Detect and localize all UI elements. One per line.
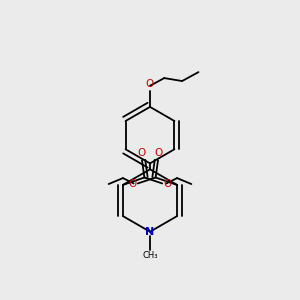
Text: N: N xyxy=(146,227,154,237)
Text: O: O xyxy=(164,179,172,189)
Text: O: O xyxy=(146,79,154,89)
Text: O: O xyxy=(128,179,136,189)
Text: CH₃: CH₃ xyxy=(142,251,158,260)
Text: O: O xyxy=(138,148,146,158)
Text: O: O xyxy=(154,148,162,158)
